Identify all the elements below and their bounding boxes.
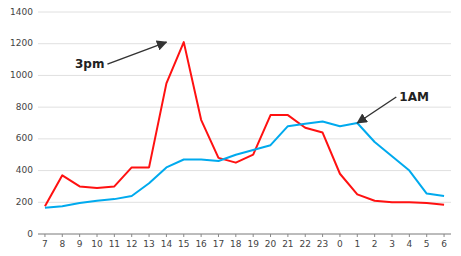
x-tick <box>201 234 202 237</box>
grid-line <box>38 107 451 108</box>
x-tick <box>44 234 45 237</box>
y-tick-label: 0 <box>27 229 33 239</box>
grid-line <box>38 138 451 139</box>
x-tick <box>357 234 358 237</box>
x-tick <box>218 234 219 237</box>
x-tick-label: 8 <box>59 239 65 249</box>
x-tick-label: 9 <box>77 239 83 249</box>
x-tick <box>131 234 132 237</box>
x-tick-label: 21 <box>282 239 293 249</box>
y-tick-label: 1400 <box>10 7 33 17</box>
grid-line <box>38 170 451 171</box>
x-tick-label: 23 <box>317 239 328 249</box>
annotation-text: 1AM <box>399 90 429 104</box>
x-tick <box>322 234 323 237</box>
annotation-arrow <box>107 42 166 64</box>
x-tick-label: 15 <box>178 239 189 249</box>
x-tick <box>62 234 63 237</box>
x-tick <box>114 234 115 237</box>
x-tick-label: 6 <box>441 239 447 249</box>
series-line <box>45 42 444 206</box>
x-tick-label: 12 <box>126 239 137 249</box>
x-tick <box>392 234 393 237</box>
x-tick-label: 17 <box>213 239 224 249</box>
x-tick-label: 16 <box>195 239 207 249</box>
chart: 0200400600800100012001400789101112131415… <box>0 0 461 256</box>
x-tick-label: 19 <box>247 239 259 249</box>
x-tick-label: 7 <box>42 239 48 249</box>
series-line <box>45 121 444 207</box>
y-tick-label: 200 <box>16 197 33 207</box>
annotations: 3pm 1AM <box>75 42 429 123</box>
x-tick <box>235 234 236 237</box>
x-tick <box>444 234 445 237</box>
x-tick <box>339 234 340 237</box>
x-tick-label: 10 <box>91 239 103 249</box>
x-tick-label: 1 <box>354 239 360 249</box>
x-tick <box>270 234 271 237</box>
x-axis-line <box>38 234 451 235</box>
y-tick-label: 600 <box>16 133 33 143</box>
x-tick <box>305 234 306 237</box>
x-tick-label: 18 <box>230 239 242 249</box>
y-tick-label: 1200 <box>10 38 33 48</box>
x-tick <box>166 234 167 237</box>
x-tick-label: 11 <box>109 239 120 249</box>
grid-line <box>38 12 451 13</box>
x-tick <box>374 234 375 237</box>
x-tick <box>97 234 98 237</box>
x-tick <box>409 234 410 237</box>
x-tick <box>149 234 150 237</box>
y-tick-label: 400 <box>16 165 33 175</box>
y-tick-label: 1000 <box>10 70 33 80</box>
x-tick-label: 20 <box>265 239 277 249</box>
x-tick <box>183 234 184 237</box>
x-tick-label: 14 <box>161 239 173 249</box>
grid-line <box>38 43 451 44</box>
x-tick-label: 2 <box>372 239 378 249</box>
x-tick-label: 4 <box>406 239 412 249</box>
x-tick-label: 3 <box>389 239 395 249</box>
x-tick-label: 5 <box>424 239 430 249</box>
plot-area <box>45 42 444 208</box>
annotation-text: 3pm <box>75 57 104 71</box>
x-tick <box>253 234 254 237</box>
y-axis: 0 200 400 600 800 1000 1200 1400 <box>10 7 451 239</box>
x-tick <box>79 234 80 237</box>
x-axis: 78910111213141516171819202122230123456 <box>38 234 451 249</box>
x-tick-label: 22 <box>300 239 311 249</box>
annotation-arrow <box>357 97 396 123</box>
x-tick <box>426 234 427 237</box>
x-tick-label: 13 <box>143 239 154 249</box>
grid-line <box>38 234 451 235</box>
grid-line <box>38 75 451 76</box>
x-tick-label: 0 <box>337 239 343 249</box>
x-tick <box>287 234 288 237</box>
y-tick-label: 800 <box>16 102 33 112</box>
